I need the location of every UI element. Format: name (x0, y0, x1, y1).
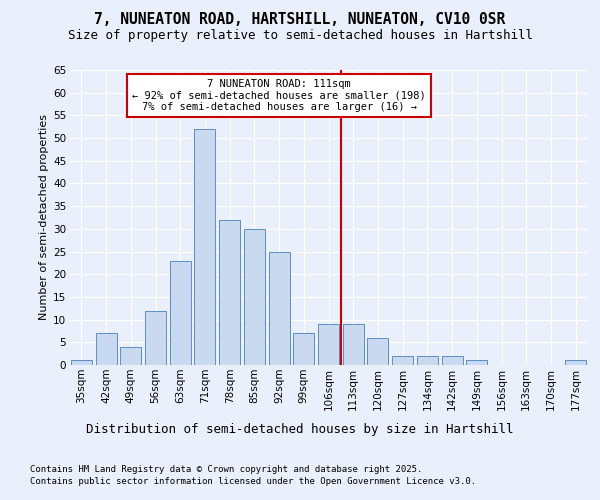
Bar (318, 324, 339, 365)
Bar (95, 333, 116, 365)
Y-axis label: Number of semi-detached properties: Number of semi-detached properties (39, 114, 49, 320)
Text: Contains HM Land Registry data © Crown copyright and database right 2025.: Contains HM Land Registry data © Crown c… (30, 465, 422, 474)
Bar (120, 347, 141, 365)
Text: Contains public sector information licensed under the Open Government Licence v3: Contains public sector information licen… (30, 478, 476, 486)
Bar (145, 310, 166, 365)
Text: 7 NUNEATON ROAD: 111sqm
← 92% of semi-detached houses are smaller (198)
7% of se: 7 NUNEATON ROAD: 111sqm ← 92% of semi-de… (132, 79, 426, 112)
Bar (367, 338, 388, 365)
Bar (71, 360, 92, 365)
Bar (343, 324, 364, 365)
Bar (269, 252, 290, 365)
Bar (565, 360, 586, 365)
Bar (417, 356, 438, 365)
Bar (219, 220, 240, 365)
Bar (244, 229, 265, 365)
Bar (170, 260, 191, 365)
Bar (442, 356, 463, 365)
Text: 7, NUNEATON ROAD, HARTSHILL, NUNEATON, CV10 0SR: 7, NUNEATON ROAD, HARTSHILL, NUNEATON, C… (94, 12, 506, 28)
Text: Size of property relative to semi-detached houses in Hartshill: Size of property relative to semi-detach… (67, 29, 533, 42)
Bar (392, 356, 413, 365)
Bar (466, 360, 487, 365)
Bar (194, 129, 215, 365)
Bar (293, 333, 314, 365)
Text: Distribution of semi-detached houses by size in Hartshill: Distribution of semi-detached houses by … (86, 422, 514, 436)
